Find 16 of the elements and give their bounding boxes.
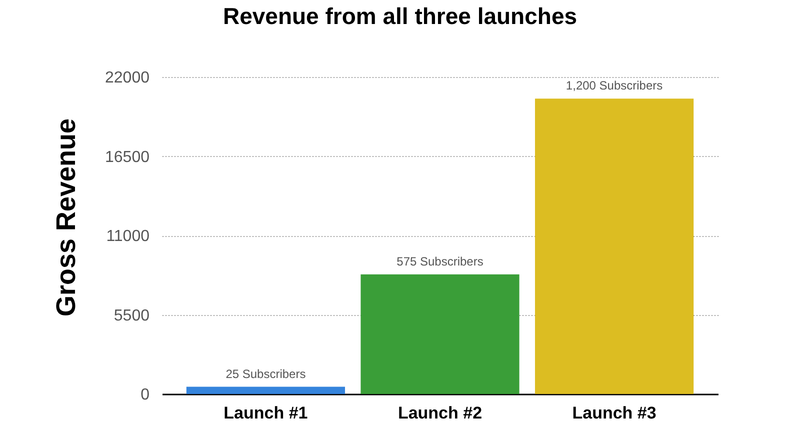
y-axis-title: Gross Revenue — [51, 118, 82, 317]
chart-title: Revenue from all three launches — [222, 3, 578, 29]
y-tick-label: 22000 — [105, 70, 150, 86]
bar — [534, 98, 694, 394]
bar — [186, 386, 346, 394]
y-tick-label: 11000 — [106, 228, 150, 245]
x-tick-label: Launch #2 — [398, 404, 482, 422]
y-tick-label: 16500 — [105, 148, 150, 166]
annotation: 575 Subscribers — [396, 254, 484, 268]
annotation: 25 Subscribers — [226, 366, 306, 381]
x-tick-label: Launch #1 — [224, 404, 308, 422]
x-tick-label: Launch #3 — [572, 404, 656, 422]
y-tick-label: 5500 — [114, 307, 150, 324]
y-tick-label: 0 — [140, 386, 150, 404]
bar — [360, 274, 520, 394]
annotation: 1,200 Subscribers — [566, 78, 663, 93]
